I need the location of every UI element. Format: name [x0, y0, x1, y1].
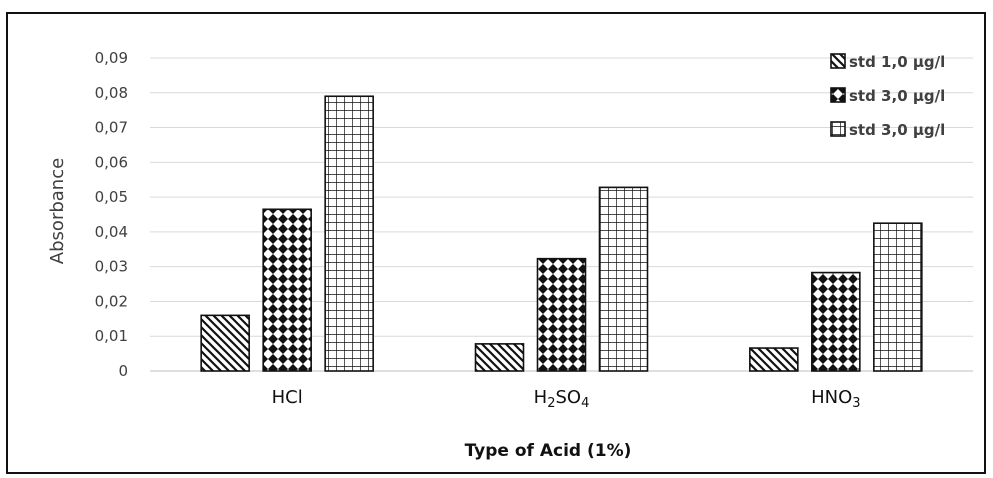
y-tick-label: 0,08	[95, 84, 128, 102]
category-label-part: 4	[581, 396, 589, 411]
bar-HCl-series-2	[262, 208, 312, 372]
legend-swatch-1	[830, 53, 846, 69]
y-tick-label: 0,01	[95, 327, 128, 345]
legend-swatch-3	[830, 121, 846, 137]
category-label-part: HCl	[272, 387, 303, 408]
legend: std 1,0 µg/l std 3,0 µg/l std 3,0 µg/l	[830, 53, 945, 139]
chart-frame: 0 0,01 0,02 0,03 0,04 0,05 0,06 0,07 0,08 0,09 HC…	[6, 12, 986, 474]
y-tick-label: 0,07	[95, 119, 128, 137]
bar-H2SO4-series-2	[536, 257, 587, 372]
x-axis-title: Type of Acid (1%)	[465, 441, 632, 461]
x-category-label: H2SO4	[534, 387, 590, 411]
y-tick-label: 0,04	[95, 223, 128, 241]
bar-HCl-series-3	[324, 95, 374, 372]
bar-HNO3-series-2	[811, 271, 861, 372]
bar-H2SO4-series-1	[474, 343, 525, 372]
category-label-part: HNO	[811, 387, 852, 408]
bar-H2SO4-series-3	[598, 186, 649, 372]
x-category-label: HNO3	[811, 387, 860, 411]
y-axis-title: Absorbance	[47, 158, 68, 264]
y-axis-ticks: 0 0,01 0,02 0,03 0,04 0,05 0,06 0,07 0,08 0,09	[95, 49, 128, 380]
y-tick-label: 0,05	[95, 188, 128, 206]
category-label-part: 2	[547, 396, 555, 411]
bar-HCl-series-1	[200, 314, 250, 372]
category-label-part: SO	[555, 387, 581, 408]
bar-HNO3-series-3	[873, 222, 923, 372]
legend-label-3: std 3,0 µg/l	[849, 121, 945, 139]
bar-chart: 0 0,01 0,02 0,03 0,04 0,05 0,06 0,07 0,08 0,09 HC…	[47, 49, 973, 461]
x-category-label: HCl	[272, 387, 303, 408]
legend-swatch-2	[830, 87, 846, 103]
y-tick-label: 0,03	[95, 258, 128, 276]
y-tick-label: 0	[118, 362, 128, 380]
y-tick-label: 0,06	[95, 153, 128, 171]
category-label-part: H	[534, 387, 548, 408]
y-tick-label: 0,02	[95, 292, 128, 310]
y-tick-label: 0,09	[95, 49, 128, 67]
bars	[200, 95, 923, 372]
legend-label-1: std 1,0 µg/l	[849, 53, 945, 71]
category-label-part: 3	[852, 396, 860, 411]
bar-HNO3-series-1	[749, 347, 799, 372]
legend-label-2: std 3,0 µg/l	[849, 87, 945, 105]
x-axis-categories: HCl H2SO4 HNO3	[272, 387, 861, 411]
